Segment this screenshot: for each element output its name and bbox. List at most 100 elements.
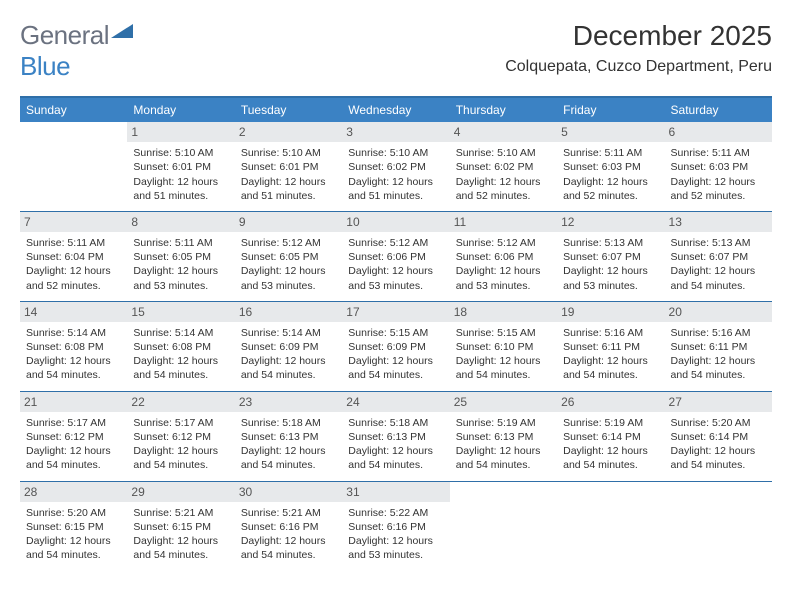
cell-daylight1: Daylight: 12 hours: [348, 444, 443, 458]
cell-sunrise: Sunrise: 5:10 AM: [348, 146, 443, 160]
cell-daylight1: Daylight: 12 hours: [241, 264, 336, 278]
cell-sunset: Sunset: 6:07 PM: [671, 250, 766, 264]
calendar-cell: 3Sunrise: 5:10 AMSunset: 6:02 PMDaylight…: [342, 122, 449, 211]
day-number: 13: [665, 212, 772, 232]
calendar-cell: [557, 482, 664, 571]
calendar-cell: 27Sunrise: 5:20 AMSunset: 6:14 PMDayligh…: [665, 392, 772, 481]
cell-daylight2: and 54 minutes.: [133, 458, 228, 472]
cell-daylight2: and 52 minutes.: [26, 279, 121, 293]
day-number: 29: [127, 482, 234, 502]
day-number: 23: [235, 392, 342, 412]
day-number: 25: [450, 392, 557, 412]
calendar-cell: 24Sunrise: 5:18 AMSunset: 6:13 PMDayligh…: [342, 392, 449, 481]
cell-sunset: Sunset: 6:12 PM: [133, 430, 228, 444]
calendar-cell: 25Sunrise: 5:19 AMSunset: 6:13 PMDayligh…: [450, 392, 557, 481]
calendar-cell: 26 Sunrise: 5:19 AMSunset: 6:14 PMDayligh…: [557, 392, 664, 481]
calendar-header-cell: Tuesday: [235, 98, 342, 122]
cell-daylight1: Daylight: 12 hours: [671, 354, 766, 368]
cell-sunrise: Sunrise: 5:17 AM: [26, 416, 121, 430]
cell-daylight1: Daylight: 12 hours: [133, 534, 228, 548]
day-number: 10: [342, 212, 449, 232]
cell-sunrise: Sunrise: 5:13 AM: [671, 236, 766, 250]
calendar-cell: 17Sunrise: 5:15 AMSunset: 6:09 PMDayligh…: [342, 302, 449, 391]
cell-daylight1: Daylight: 12 hours: [133, 354, 228, 368]
cell-daylight2: and 51 minutes.: [241, 189, 336, 203]
calendar-cell: 11Sunrise: 5:12 AMSunset: 6:06 PMDayligh…: [450, 212, 557, 301]
calendar-table: SundayMondayTuesdayWednesdayThursdayFrid…: [20, 96, 772, 570]
day-number: 28: [20, 482, 127, 502]
cell-daylight1: Daylight: 12 hours: [671, 264, 766, 278]
cell-daylight2: and 54 minutes.: [671, 368, 766, 382]
cell-daylight1: Daylight: 12 hours: [133, 444, 228, 458]
cell-sunset: Sunset: 6:03 PM: [563, 160, 658, 174]
day-number: 1: [127, 122, 234, 142]
cell-sunrise: Sunrise: 5:11 AM: [563, 146, 658, 160]
day-number: 24: [342, 392, 449, 412]
day-number: 8: [127, 212, 234, 232]
cell-daylight2: and 53 minutes.: [563, 279, 658, 293]
calendar-cell: 21Sunrise: 5:17 AMSunset: 6:12 PMDayligh…: [20, 392, 127, 481]
cell-sunrise: Sunrise: 5:15 AM: [456, 326, 551, 340]
cell-daylight1: Daylight: 12 hours: [671, 444, 766, 458]
cell-sunset: Sunset: 6:06 PM: [456, 250, 551, 264]
cell-sunrise: Sunrise: 5:11 AM: [133, 236, 228, 250]
cell-sunrise: Sunrise: 5:20 AM: [671, 416, 766, 430]
day-number: 9: [235, 212, 342, 232]
brand-word1: General: [20, 20, 109, 50]
calendar-cell: 14Sunrise: 5:14 AMSunset: 6:08 PMDayligh…: [20, 302, 127, 391]
cell-daylight1: Daylight: 12 hours: [133, 264, 228, 278]
day-number: 2: [235, 122, 342, 142]
cell-daylight2: and 53 minutes.: [348, 548, 443, 562]
cell-sunset: Sunset: 6:16 PM: [241, 520, 336, 534]
day-number: 20: [665, 302, 772, 322]
calendar-cell: 1Sunrise: 5:10 AMSunset: 6:01 PMDaylight…: [127, 122, 234, 211]
day-number: 27: [665, 392, 772, 412]
cell-sunrise: Sunrise: 5:21 AM: [241, 506, 336, 520]
cell-daylight1: Daylight: 12 hours: [456, 175, 551, 189]
cell-sunrise: Sunrise: 5:10 AM: [456, 146, 551, 160]
calendar-cell: 10Sunrise: 5:12 AMSunset: 6:06 PMDayligh…: [342, 212, 449, 301]
calendar-cell: 23Sunrise: 5:18 AMSunset: 6:13 PMDayligh…: [235, 392, 342, 481]
calendar-cell: 31Sunrise: 5:22 AMSunset: 6:16 PMDayligh…: [342, 482, 449, 571]
cell-sunrise: Sunrise: 5:13 AM: [563, 236, 658, 250]
calendar-header-cell: Saturday: [665, 98, 772, 122]
cell-sunrise: Sunrise: 5:22 AM: [348, 506, 443, 520]
cell-daylight1: Daylight: 12 hours: [563, 354, 658, 368]
location-text: Colquepata, Cuzco Department, Peru: [505, 58, 772, 76]
calendar-cell: 8Sunrise: 5:11 AMSunset: 6:05 PMDaylight…: [127, 212, 234, 301]
cell-daylight1: Daylight: 12 hours: [26, 444, 121, 458]
cell-daylight2: and 54 minutes.: [133, 548, 228, 562]
cell-sunset: Sunset: 6:03 PM: [671, 160, 766, 174]
calendar-row: 21Sunrise: 5:17 AMSunset: 6:12 PMDayligh…: [20, 392, 772, 482]
cell-sunrise: Sunrise: 5:19 AM: [456, 416, 551, 430]
cell-daylight1: Daylight: 12 hours: [563, 175, 658, 189]
cell-daylight2: and 54 minutes.: [671, 458, 766, 472]
day-number: 16: [235, 302, 342, 322]
cell-sunset: Sunset: 6:12 PM: [26, 430, 121, 444]
cell-daylight1: Daylight: 12 hours: [26, 354, 121, 368]
cell-daylight2: and 54 minutes.: [133, 368, 228, 382]
calendar-header-cell: Friday: [557, 98, 664, 122]
cell-daylight2: and 52 minutes.: [456, 189, 551, 203]
cell-daylight2: and 54 minutes.: [26, 368, 121, 382]
cell-sunrise: Sunrise: 5:16 AM: [671, 326, 766, 340]
cell-sunrise: Sunrise: 5:16 AM: [563, 326, 658, 340]
cell-sunrise: Sunrise: 5:15 AM: [348, 326, 443, 340]
cell-sunset: Sunset: 6:07 PM: [563, 250, 658, 264]
calendar-row: 14Sunrise: 5:14 AMSunset: 6:08 PMDayligh…: [20, 302, 772, 392]
cell-daylight2: and 52 minutes.: [563, 189, 658, 203]
cell-sunset: Sunset: 6:14 PM: [563, 430, 658, 444]
cell-daylight2: and 54 minutes.: [563, 458, 658, 472]
cell-daylight2: and 53 minutes.: [348, 279, 443, 293]
cell-daylight1: Daylight: 12 hours: [563, 444, 658, 458]
cell-daylight1: Daylight: 12 hours: [241, 175, 336, 189]
day-number: 26: [557, 392, 664, 412]
cell-daylight2: and 54 minutes.: [456, 458, 551, 472]
calendar-header-cell: Thursday: [450, 98, 557, 122]
cell-sunset: Sunset: 6:09 PM: [241, 340, 336, 354]
brand-triangle-icon: [111, 14, 133, 30]
cell-daylight1: Daylight: 12 hours: [26, 534, 121, 548]
cell-sunrise: Sunrise: 5:19 AM: [563, 416, 658, 430]
cell-sunrise: Sunrise: 5:18 AM: [241, 416, 336, 430]
page-header: General Blue December 2025 Colquepata, C…: [20, 20, 772, 82]
